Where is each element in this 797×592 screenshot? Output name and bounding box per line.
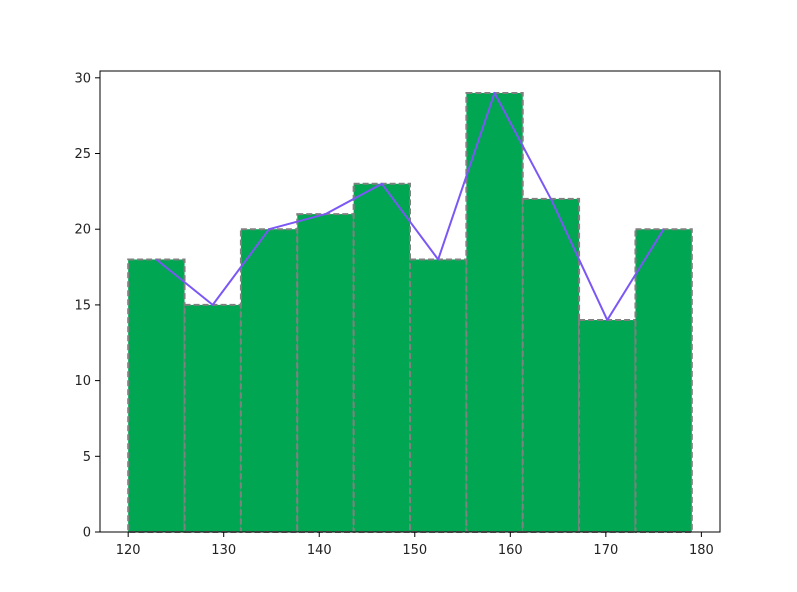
histogram-bar-7 xyxy=(465,91,524,533)
y-axis: 0 5 10 15 20 25 30 xyxy=(74,71,100,541)
histogram-bar-10 xyxy=(634,228,693,534)
line-layer xyxy=(155,91,665,322)
y-tick-label-5: 5 xyxy=(83,450,91,465)
series-line xyxy=(155,91,665,322)
histogram-bar-4 xyxy=(296,213,355,533)
y-tick-label-10: 10 xyxy=(74,374,91,389)
histogram-bar-2 xyxy=(183,303,242,533)
x-tick-label-180: 180 xyxy=(689,543,714,558)
histogram-bar-9 xyxy=(578,319,637,534)
x-tick-label-140: 140 xyxy=(307,543,332,558)
histogram-bar-6 xyxy=(409,258,468,533)
histogram-bar-8 xyxy=(521,197,581,534)
y-tick-label-20: 20 xyxy=(74,223,91,238)
x-axis: 120 130 140 150 160 170 180 xyxy=(116,532,714,558)
histogram-bar-1 xyxy=(127,258,186,533)
y-tick-label-25: 25 xyxy=(74,147,91,162)
x-tick-label-120: 120 xyxy=(116,543,141,558)
x-tick-label-130: 130 xyxy=(211,543,236,558)
x-tick-label-150: 150 xyxy=(402,543,427,558)
plot-frame xyxy=(99,70,721,533)
x-tick-label-170: 170 xyxy=(593,543,618,558)
histogram-bar-3 xyxy=(239,228,299,534)
y-tick-label-0: 0 xyxy=(83,526,91,541)
x-tick-label-160: 160 xyxy=(498,543,523,558)
bars-layer xyxy=(127,91,693,534)
y-tick-label-15: 15 xyxy=(74,298,91,313)
y-tick-label-30: 30 xyxy=(74,71,91,86)
histogram-bar-5 xyxy=(352,182,411,533)
